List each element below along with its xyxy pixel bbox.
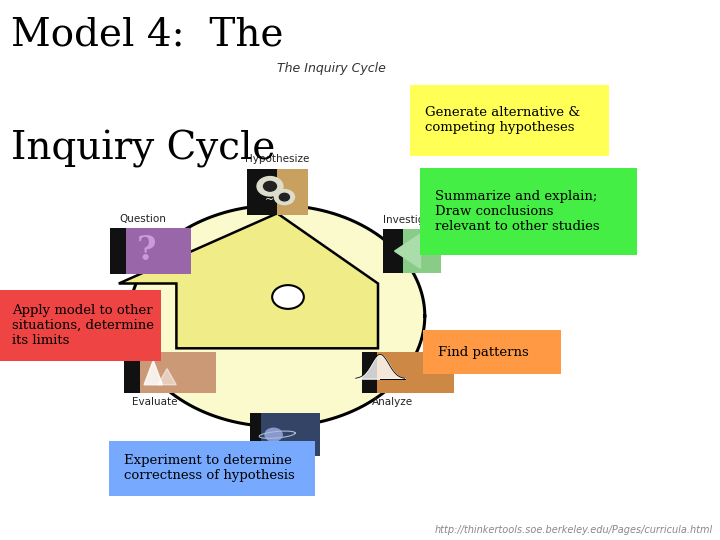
FancyBboxPatch shape xyxy=(0,290,161,361)
Circle shape xyxy=(274,190,294,205)
Text: Inquiry Cycle: Inquiry Cycle xyxy=(11,130,275,167)
FancyBboxPatch shape xyxy=(246,168,308,214)
FancyBboxPatch shape xyxy=(383,230,441,273)
Text: Experiment to determine
correctness of hypothesis: Experiment to determine correctness of h… xyxy=(124,455,294,482)
Text: Find patterns: Find patterns xyxy=(438,346,528,359)
FancyBboxPatch shape xyxy=(110,228,175,274)
Text: Hypothesize: Hypothesize xyxy=(245,154,310,164)
Circle shape xyxy=(272,285,304,309)
Text: ?: ? xyxy=(136,233,156,267)
Text: The Inquiry Cycle: The Inquiry Cycle xyxy=(277,62,386,75)
FancyBboxPatch shape xyxy=(420,168,637,255)
Text: Generate alternative &
competing hypotheses: Generate alternative & competing hypothe… xyxy=(425,106,580,134)
Text: ~: ~ xyxy=(266,195,274,205)
FancyBboxPatch shape xyxy=(277,168,308,214)
FancyBboxPatch shape xyxy=(423,330,561,374)
FancyBboxPatch shape xyxy=(261,413,320,456)
Circle shape xyxy=(265,428,282,441)
Text: Analyze: Analyze xyxy=(372,397,413,407)
FancyBboxPatch shape xyxy=(140,352,216,393)
FancyBboxPatch shape xyxy=(127,228,192,274)
Text: Summarize and explain;
Draw conclusions
relevant to other studies: Summarize and explain; Draw conclusions … xyxy=(435,191,600,233)
Circle shape xyxy=(130,205,425,427)
Circle shape xyxy=(257,177,283,196)
Text: Evaluate: Evaluate xyxy=(132,397,178,407)
Text: Model 4:  The: Model 4: The xyxy=(11,16,283,53)
Polygon shape xyxy=(395,234,420,268)
Polygon shape xyxy=(119,213,378,348)
FancyBboxPatch shape xyxy=(251,413,305,456)
Polygon shape xyxy=(144,361,163,384)
FancyBboxPatch shape xyxy=(377,352,454,393)
Text: Question: Question xyxy=(119,214,166,224)
Text: Model: Model xyxy=(261,461,293,471)
FancyBboxPatch shape xyxy=(410,85,609,156)
FancyBboxPatch shape xyxy=(362,352,423,393)
Circle shape xyxy=(264,181,276,191)
Polygon shape xyxy=(158,368,176,384)
Circle shape xyxy=(279,193,289,201)
FancyBboxPatch shape xyxy=(124,352,186,393)
Text: Apply model to other
situations, determine
its limits: Apply model to other situations, determi… xyxy=(12,304,154,347)
FancyBboxPatch shape xyxy=(403,230,441,273)
FancyBboxPatch shape xyxy=(109,441,315,496)
Text: http://thinkertools.soe.berkeley.edu/Pages/curricula.html: http://thinkertools.soe.berkeley.edu/Pag… xyxy=(435,524,713,535)
Text: Investigate: Investigate xyxy=(383,215,441,225)
